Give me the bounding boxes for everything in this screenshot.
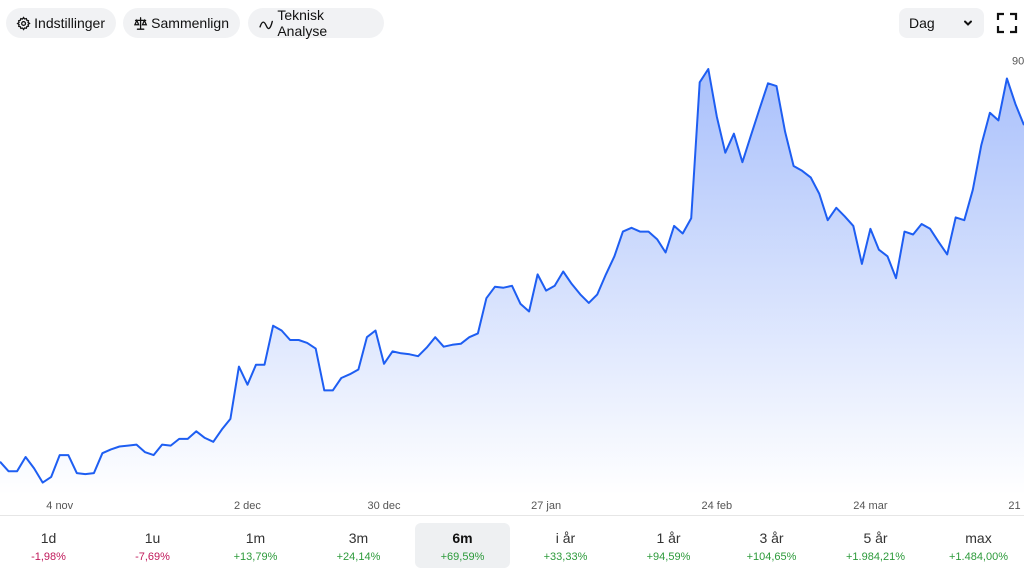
range-label: 1m	[245, 530, 266, 546]
settings-label: Indstillinger	[34, 15, 105, 31]
x-axis: 4 nov 2 dec 30 dec 27 jan 24 feb 24 mar 21 apr	[46, 500, 1024, 512]
x-tick-label: 27 jan	[531, 500, 561, 512]
x-tick-label: 21 apr	[1008, 500, 1024, 512]
scale-icon	[133, 16, 148, 30]
compare-label: Sammenlign	[151, 15, 229, 31]
range-tab-3[interactable]: 3m +24,14%	[311, 523, 406, 568]
range-label: 6m	[452, 530, 473, 546]
range-label: 5 år	[863, 530, 888, 546]
chevron-down-icon	[964, 20, 972, 26]
range-label: max	[965, 530, 992, 546]
y-tick-label: 90	[1012, 55, 1024, 67]
range-tab-6[interactable]: 1 år +94,59%	[621, 523, 716, 568]
range-tab-8[interactable]: 5 år +1.984,21%	[828, 523, 923, 568]
range-change: +24,14%	[336, 551, 381, 563]
range-tab-4[interactable]: 6m +69,59%	[415, 523, 510, 568]
range-change: +69,59%	[440, 551, 485, 563]
gear-icon	[16, 15, 31, 31]
range-change: +1.484,00%	[948, 551, 1009, 563]
chart-toolbar: Indstillinger Sammenlign Teknisk Analyse…	[0, 0, 1024, 48]
technical-analysis-button[interactable]: Teknisk Analyse	[248, 7, 384, 39]
x-tick-label: 24 mar	[853, 500, 888, 512]
range-change: -7,69%	[135, 551, 170, 563]
range-tab-9[interactable]: max +1.484,00%	[931, 523, 1024, 568]
x-tick-label: 4 nov	[46, 500, 73, 512]
range-tab-1[interactable]: 1u -7,69%	[105, 523, 200, 568]
x-tick-label: 2 dec	[234, 500, 261, 512]
interval-value: Dag	[909, 15, 935, 31]
compare-button[interactable]: Sammenlign	[123, 8, 240, 38]
interval-select[interactable]: Dag	[899, 8, 984, 38]
range-label: 1d	[40, 530, 57, 546]
settings-button[interactable]: Indstillinger	[6, 8, 116, 38]
fullscreen-icon[interactable]	[994, 10, 1020, 36]
range-tab-5[interactable]: i år +33,33%	[518, 523, 613, 568]
range-label: 3m	[348, 530, 369, 546]
range-change: +13,79%	[233, 551, 278, 563]
technical-analysis-label: Teknisk Analyse	[277, 7, 328, 39]
range-change: +33,33%	[543, 551, 588, 563]
range-label: 1u	[144, 530, 161, 546]
range-tab-0[interactable]: 1d -1,98%	[1, 523, 96, 568]
range-label: 3 år	[759, 530, 784, 546]
price-line	[0, 68, 1024, 484]
trend-line-icon	[259, 20, 273, 29]
range-tab-2[interactable]: 1m +13,79%	[208, 523, 303, 568]
range-change: -1,98%	[31, 551, 66, 563]
range-change: +94,59%	[646, 551, 691, 563]
range-label: 1 år	[656, 530, 681, 546]
range-tab-7[interactable]: 3 år +104,65%	[724, 523, 819, 568]
price-area	[0, 69, 1024, 495]
range-selector: 1d -1,98% 1u -7,69% 1m +13,79% 3m +24,14% 6m +69,…	[0, 515, 1024, 572]
x-tick-label: 24 feb	[702, 500, 733, 512]
range-label: i år	[555, 530, 576, 546]
range-change: +104,65%	[746, 551, 797, 563]
x-tick-label: 30 dec	[367, 500, 401, 512]
range-change: +1.984,21%	[845, 551, 906, 563]
